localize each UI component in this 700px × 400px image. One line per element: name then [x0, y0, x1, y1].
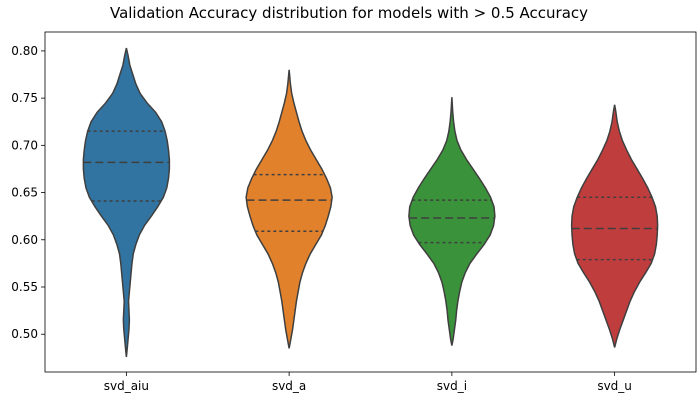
x-tick-label: svd_aiu — [104, 379, 149, 393]
y-tick-label: 0.60 — [11, 233, 38, 247]
violin-svd_a — [245, 69, 333, 349]
x-tick-label: svd_u — [597, 379, 632, 393]
y-tick-label: 0.65 — [11, 186, 38, 200]
plot-frame — [44, 31, 697, 373]
violin-svd_aiu — [82, 47, 171, 357]
y-tick-label: 0.50 — [11, 327, 38, 341]
y-tick-label: 0.80 — [11, 44, 38, 58]
violin-group — [82, 47, 659, 357]
violin-svd_u — [570, 104, 659, 348]
x-tick-label: svd_a — [272, 379, 306, 393]
y-axis: 0.50 0.55 0.60 0.65 0.70 0.75 0.80 — [11, 44, 45, 341]
y-tick-label: 0.75 — [11, 91, 38, 105]
y-tick-label: 0.55 — [11, 280, 38, 294]
x-tick-label: svd_i — [437, 379, 467, 393]
violin-svd_i — [408, 97, 496, 346]
x-axis: svd_aiu svd_a svd_i svd_u — [104, 372, 632, 393]
chart-title: Validation Accuracy distribution for mod… — [110, 4, 588, 22]
y-tick-label: 0.70 — [11, 138, 38, 152]
